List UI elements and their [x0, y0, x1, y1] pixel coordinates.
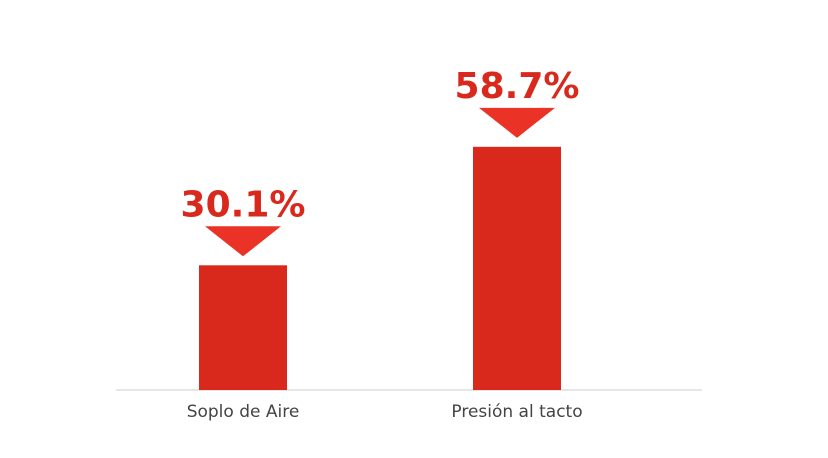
category-label-1: Presión al tacto: [451, 402, 582, 422]
bar-0: [199, 265, 287, 390]
value-marker-1: [479, 107, 555, 138]
value-label-1: 58.7%: [455, 66, 580, 107]
value-marker-0: [205, 226, 281, 257]
category-label-0: Soplo de Aire: [187, 402, 300, 422]
bar-1: [473, 146, 561, 390]
value-label-0: 30.1%: [181, 184, 306, 225]
